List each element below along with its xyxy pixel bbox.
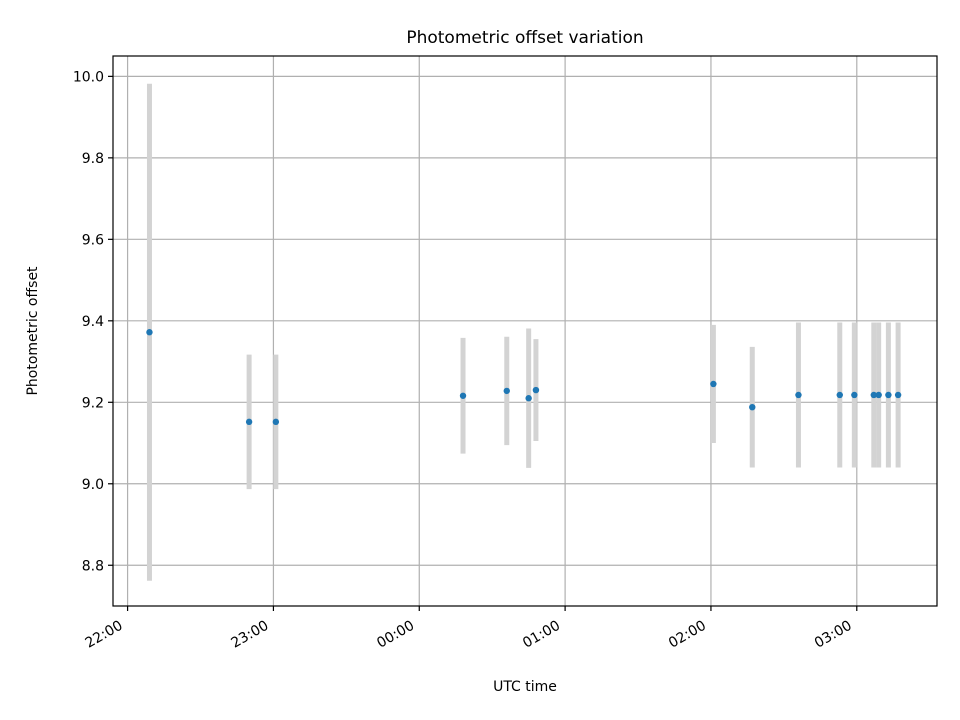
y-tick-label: 10.0 bbox=[73, 69, 104, 85]
data-point bbox=[525, 395, 532, 402]
data-point bbox=[532, 386, 540, 394]
data-point bbox=[885, 391, 892, 399]
x-tick-label: 01:00 bbox=[520, 618, 563, 652]
y-tick-label: 9.8 bbox=[82, 151, 104, 167]
y-tick-label: 9.0 bbox=[82, 477, 104, 493]
y-axis-label: Photometric offset bbox=[25, 266, 41, 396]
x-axis-label: UTC time bbox=[493, 679, 557, 695]
y-tick-label: 8.8 bbox=[82, 558, 104, 574]
data-point bbox=[894, 391, 902, 399]
data-point bbox=[749, 403, 756, 411]
grid-lines bbox=[113, 56, 937, 606]
data-point bbox=[503, 387, 510, 395]
data-point bbox=[851, 391, 858, 399]
y-tick-label: 9.4 bbox=[82, 314, 104, 330]
x-tick-label: 03:00 bbox=[812, 618, 855, 652]
data-point bbox=[870, 391, 878, 399]
x-tick-label: 22:00 bbox=[83, 618, 126, 652]
data-series bbox=[146, 83, 902, 581]
x-tick-label: 23:00 bbox=[228, 618, 271, 652]
data-point bbox=[875, 391, 882, 399]
x-tick-label: 02:00 bbox=[666, 618, 709, 652]
data-point bbox=[146, 329, 153, 336]
data-point bbox=[836, 391, 843, 399]
y-tick-label: 9.2 bbox=[82, 395, 104, 411]
data-point bbox=[710, 380, 717, 388]
x-tick-label: 00:00 bbox=[374, 618, 417, 652]
data-point bbox=[459, 392, 467, 399]
y-tick-label: 9.6 bbox=[82, 232, 104, 248]
chart-title: Photometric offset variation bbox=[406, 28, 643, 48]
data-point bbox=[272, 418, 280, 426]
data-point bbox=[245, 418, 253, 426]
plot-frame bbox=[112, 55, 938, 607]
data-point bbox=[795, 391, 802, 399]
